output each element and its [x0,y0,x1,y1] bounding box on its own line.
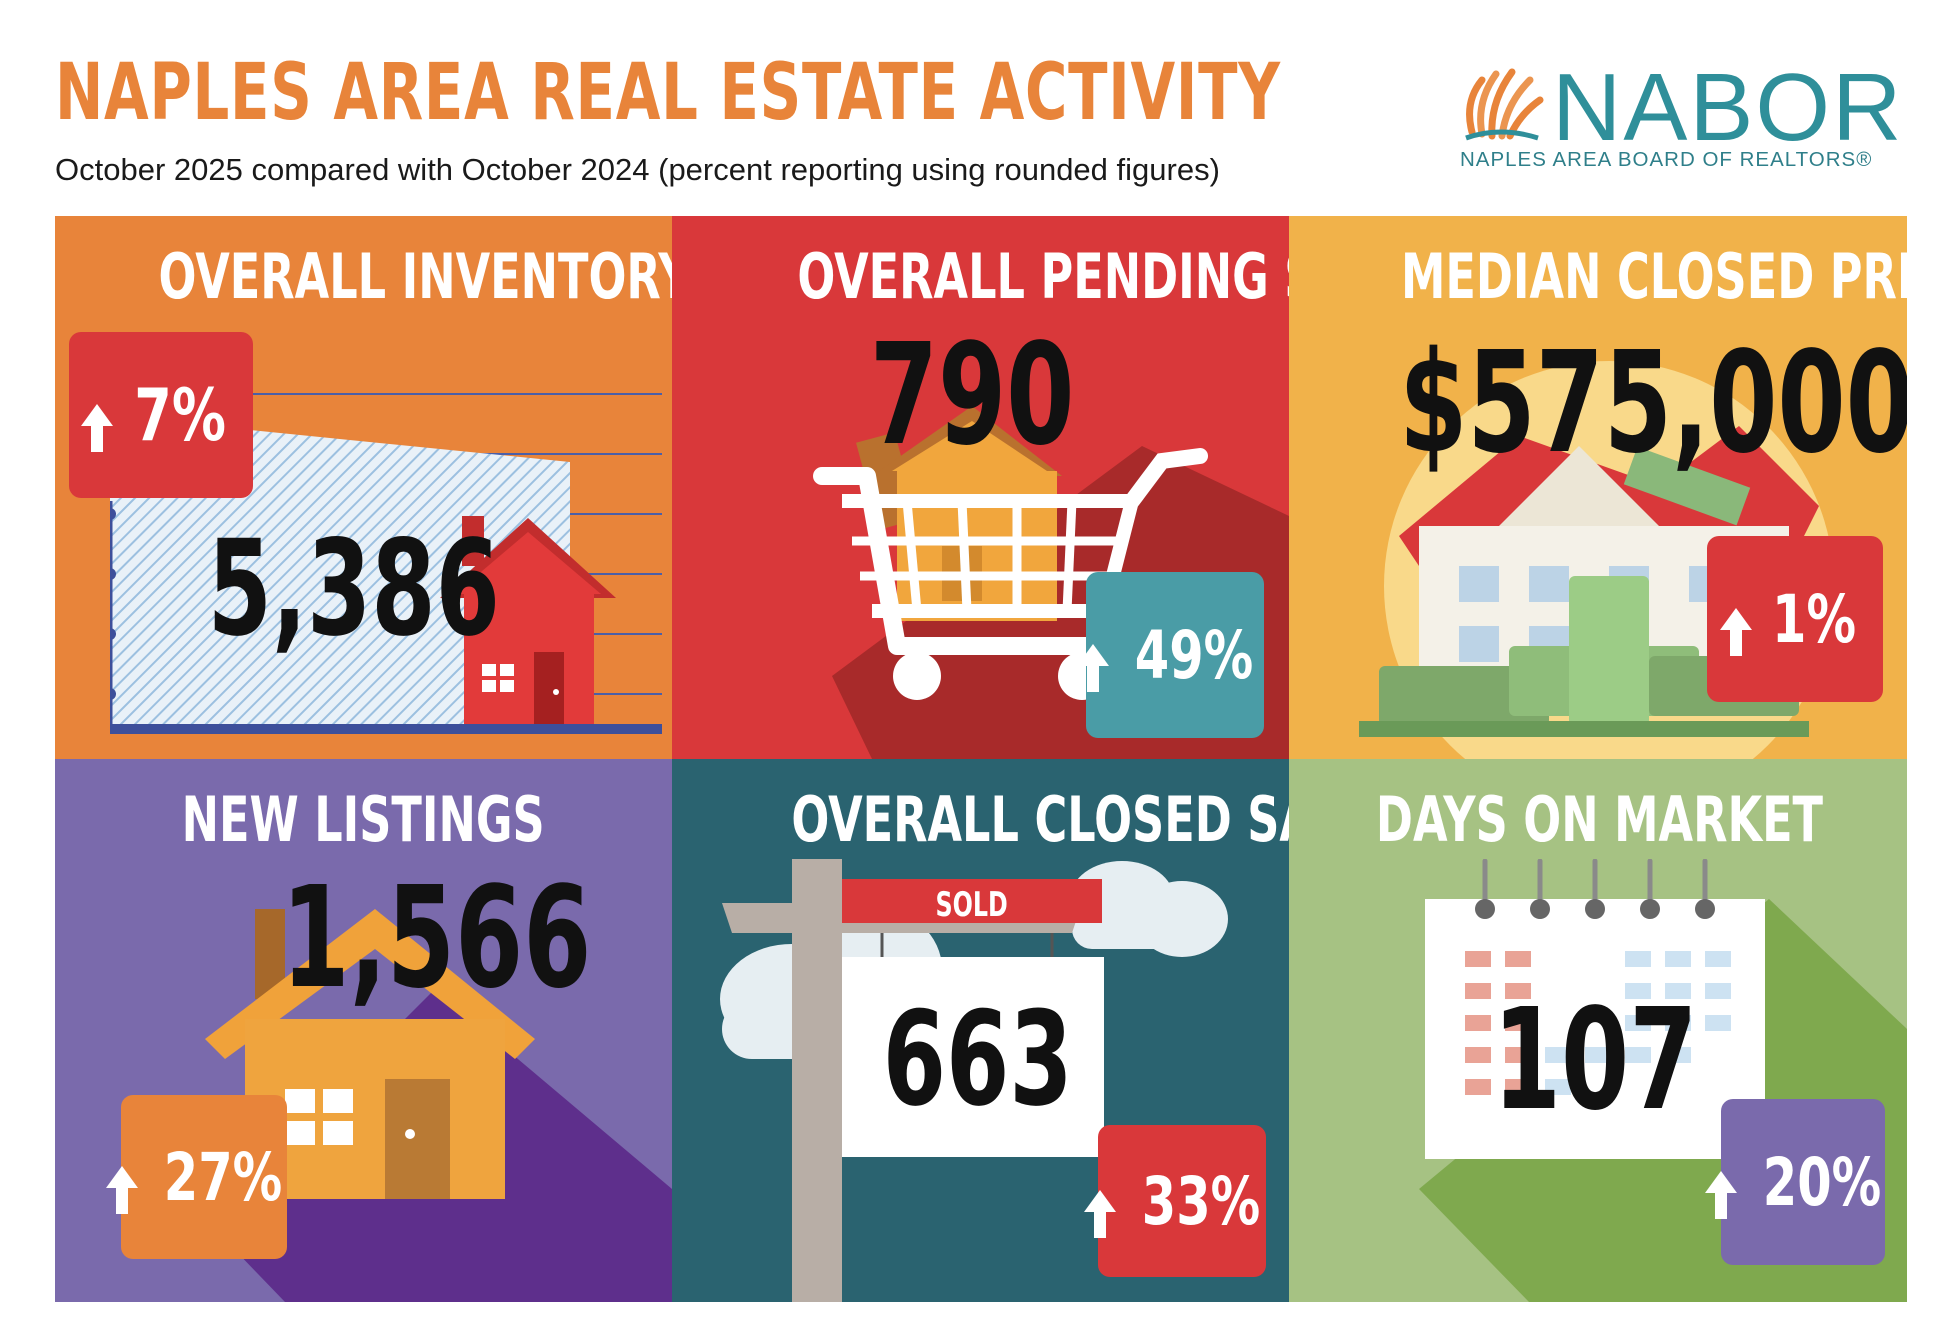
panel-title: NEW LISTINGS [181,783,546,856]
up-arrow-icon [1084,1190,1117,1238]
change-badge: 49% [1077,572,1264,738]
nabor-logo: NABOR NAPLES AREA BOARD OF REALTORS® [1460,54,1904,180]
change-badge: 33% [1084,1125,1266,1277]
panel-value: $575,000 [1399,322,1907,485]
panel-title: OVERALL PENDING SALES [797,240,1289,313]
panel-title: OVERALL INVENTORY [158,240,672,313]
panel-closed-sales: OVERALL CLOSED SALES SOLD 663 33% [672,759,1289,1302]
change-badge: 27% [106,1095,287,1259]
panel-median-price: MEDIAN CLOSED PRICE $575,000 1% [1289,216,1907,759]
up-arrow-icon [1705,1171,1738,1219]
logo-tagline: NAPLES AREA BOARD OF REALTORS® [1460,148,1873,171]
sold-sign-label: SOLD [935,885,1009,925]
panel-title: MEDIAN CLOSED PRICE [1400,240,1907,313]
sold-sign-icon [720,859,1228,1302]
panel-title: OVERALL CLOSED SALES [791,783,1289,856]
panel-value: 1,566 [281,857,592,1020]
up-arrow-icon [1077,644,1110,692]
house-icon [205,909,535,1199]
panel-value: 5,386 [207,512,500,666]
panel-title: DAYS ON MARKET [1375,783,1824,856]
shell-logo-icon [1465,68,1544,141]
panel-days-on-market: DAYS ON MARKET [1289,759,1907,1302]
stats-grid: OVERALL INVENTORY [55,216,1907,1302]
panel-value: 790 [869,314,1075,477]
calendar-icon [1425,859,1765,1159]
panel-inventory: OVERALL INVENTORY [55,216,672,759]
panel-value: 663 [882,983,1073,1135]
logo-wordmark: NABOR [1552,54,1904,161]
panel-value: 107 [1492,979,1698,1142]
up-arrow-icon [80,404,113,452]
change-badge: 7% [69,332,253,498]
panel-pending-sales: OVERALL PENDING SALES 790 49% [672,216,1289,759]
up-arrow-icon [1719,608,1752,656]
page-title: NAPLES AREA REAL ESTATE ACTIVITY [55,48,1281,138]
change-badge: 20% [1705,1099,1885,1265]
shopping-cart-icon [813,406,1208,700]
change-badge: 1% [1707,536,1883,702]
page-subtitle: October 2025 compared with October 2024 … [55,152,1220,187]
up-arrow-icon [106,1166,139,1214]
panel-new-listings: NEW LISTINGS 1,566 27% [55,759,672,1302]
